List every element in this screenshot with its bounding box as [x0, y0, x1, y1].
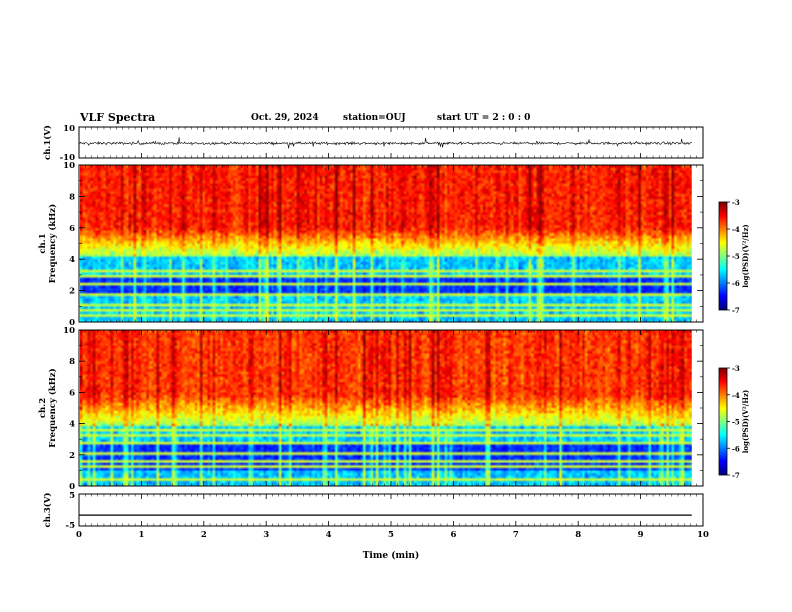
y-tick-label: 10: [63, 326, 75, 336]
y-tick-label: -10: [60, 153, 75, 163]
x-tick-label: 6: [450, 530, 456, 540]
x-tick-label: 10: [697, 530, 709, 540]
colorbar-label: log(PSD)(V²/Hz): [741, 390, 750, 454]
spectrogram-ch2: [80, 330, 692, 486]
colorbar-tick-label: -6: [732, 444, 740, 453]
panel-ylabel: ch.2: [38, 398, 48, 418]
x-tick-label: 5: [388, 530, 394, 540]
colorbar-tick-label: -3: [732, 198, 740, 207]
waveform-ch1: [79, 137, 692, 149]
x-tick-label: 4: [326, 530, 332, 540]
x-tick-label: 3: [263, 530, 269, 540]
colorbar-label: log(PSD)(V²/Hz): [741, 224, 750, 288]
y-tick-label: 4: [69, 420, 75, 430]
colorbar-ch1: [719, 202, 727, 310]
station-label: station=OUJ: [343, 113, 406, 123]
colorbar-tick-label: -5: [732, 418, 740, 427]
colorbar-tick-label: -7: [732, 306, 740, 315]
y-tick-label: 4: [69, 255, 75, 265]
y-tick-label: 10: [63, 124, 75, 134]
y-tick-label: -5: [66, 521, 76, 531]
x-tick-label: 2: [201, 530, 207, 540]
colorbar-tick-label: -7: [732, 471, 740, 480]
y-tick-label: 8: [69, 192, 75, 202]
y-tick-label: 0: [69, 482, 75, 492]
x-axis-label: Time (min): [363, 550, 420, 561]
colorbar-tick-label: -3: [732, 364, 740, 373]
chart-title: VLF Spectra: [80, 111, 156, 124]
x-tick-label: 0: [76, 530, 82, 540]
y-tick-label: 0: [69, 318, 75, 328]
y-tick-label: 2: [69, 287, 75, 297]
panel-ylabel: Frequency (kHz): [47, 204, 58, 283]
y-tick-label: 6: [69, 388, 75, 398]
x-tick-label: 7: [513, 530, 519, 540]
panel-ylabel: ch.3(V): [42, 493, 53, 528]
colorbar-tick-label: -5: [732, 252, 740, 261]
colorbar-tick-label: -6: [732, 279, 740, 288]
x-tick-label: 9: [638, 530, 644, 540]
y-tick-label: 2: [69, 451, 75, 461]
x-tick-label: 1: [138, 530, 144, 540]
y-tick-label: 6: [69, 224, 75, 234]
date-label: Oct. 29, 2024: [251, 113, 319, 123]
spectrogram-ch1: [80, 165, 692, 322]
panel-ylabel: ch.1(V): [42, 125, 53, 160]
x-tick-label: 8: [575, 530, 581, 540]
colorbar-ch2: [719, 368, 727, 475]
y-tick-label: 8: [69, 357, 75, 367]
start-time-label: start UT = 2 : 0 : 0: [437, 113, 531, 123]
y-tick-label: 10: [63, 161, 75, 171]
panel-ylabel: Frequency (kHz): [47, 368, 58, 447]
panel-ylabel: ch.1: [38, 233, 48, 253]
colorbar-tick-label: -4: [732, 225, 740, 234]
y-tick-label: 5: [69, 491, 75, 501]
colorbar-tick-label: -4: [732, 391, 740, 400]
